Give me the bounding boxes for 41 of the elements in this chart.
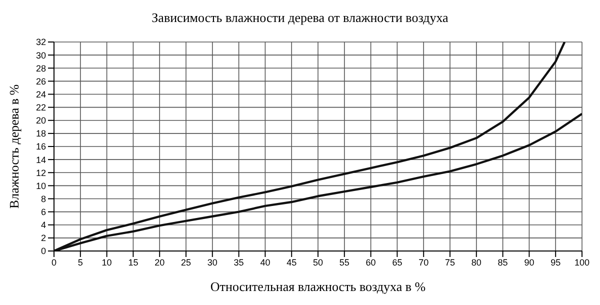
- x-axis-title: Относительная влажность воздуха в %: [210, 279, 426, 294]
- x-tick-label: 100: [574, 257, 590, 268]
- x-tick-label: 90: [524, 257, 534, 268]
- x-tick-label: 80: [471, 257, 482, 268]
- x-tick-label: 75: [444, 257, 456, 268]
- x-tick-label: 85: [498, 257, 508, 268]
- x-tick-label: 10: [102, 257, 112, 268]
- y-tick-label: 28: [36, 63, 46, 74]
- x-tick-label: 65: [392, 257, 402, 268]
- y-tick-label: 14: [36, 154, 46, 165]
- y-tick-label: 4: [40, 220, 46, 230]
- y-tick-label: 32: [36, 37, 46, 48]
- x-tick-label: 95: [550, 257, 561, 268]
- y-tick-label: 24: [36, 89, 46, 100]
- y-tick-label: 26: [36, 76, 46, 86]
- x-tick-label: 60: [366, 257, 376, 268]
- y-tick-label: 6: [40, 207, 46, 218]
- y-tick-label: 22: [36, 102, 46, 113]
- y-tick-label: 12: [36, 168, 46, 178]
- y-tick-label: 0: [40, 246, 46, 256]
- x-tick-label: 40: [260, 257, 270, 268]
- x-tick-label: 15: [128, 257, 138, 268]
- y-axis-title: Влажность дерева в %: [6, 84, 22, 209]
- x-tick-label: 50: [312, 257, 324, 268]
- x-tick-label: 30: [207, 257, 218, 268]
- chart-title: Зависимость влажности дерева от влажности воздуха: [150, 9, 450, 27]
- x-tick-label: 25: [180, 257, 192, 268]
- x-tick-label: 0: [51, 257, 57, 268]
- x-tick-label: 20: [154, 257, 165, 268]
- y-tick-label: 30: [36, 50, 46, 60]
- x-tick-label: 35: [234, 257, 244, 268]
- x-tick-label: 45: [286, 257, 297, 268]
- x-tick-label: 5: [78, 257, 83, 268]
- y-tick-label: 16: [36, 142, 46, 152]
- x-tick-label: 55: [339, 257, 350, 268]
- y-tick-label: 18: [36, 128, 46, 139]
- y-tick-label: 20: [36, 116, 46, 126]
- y-tick-label: 2: [40, 233, 46, 244]
- y-tick-label: 8: [40, 194, 46, 204]
- x-tick-label: 70: [418, 257, 429, 268]
- y-tick-label: 10: [36, 180, 46, 191]
